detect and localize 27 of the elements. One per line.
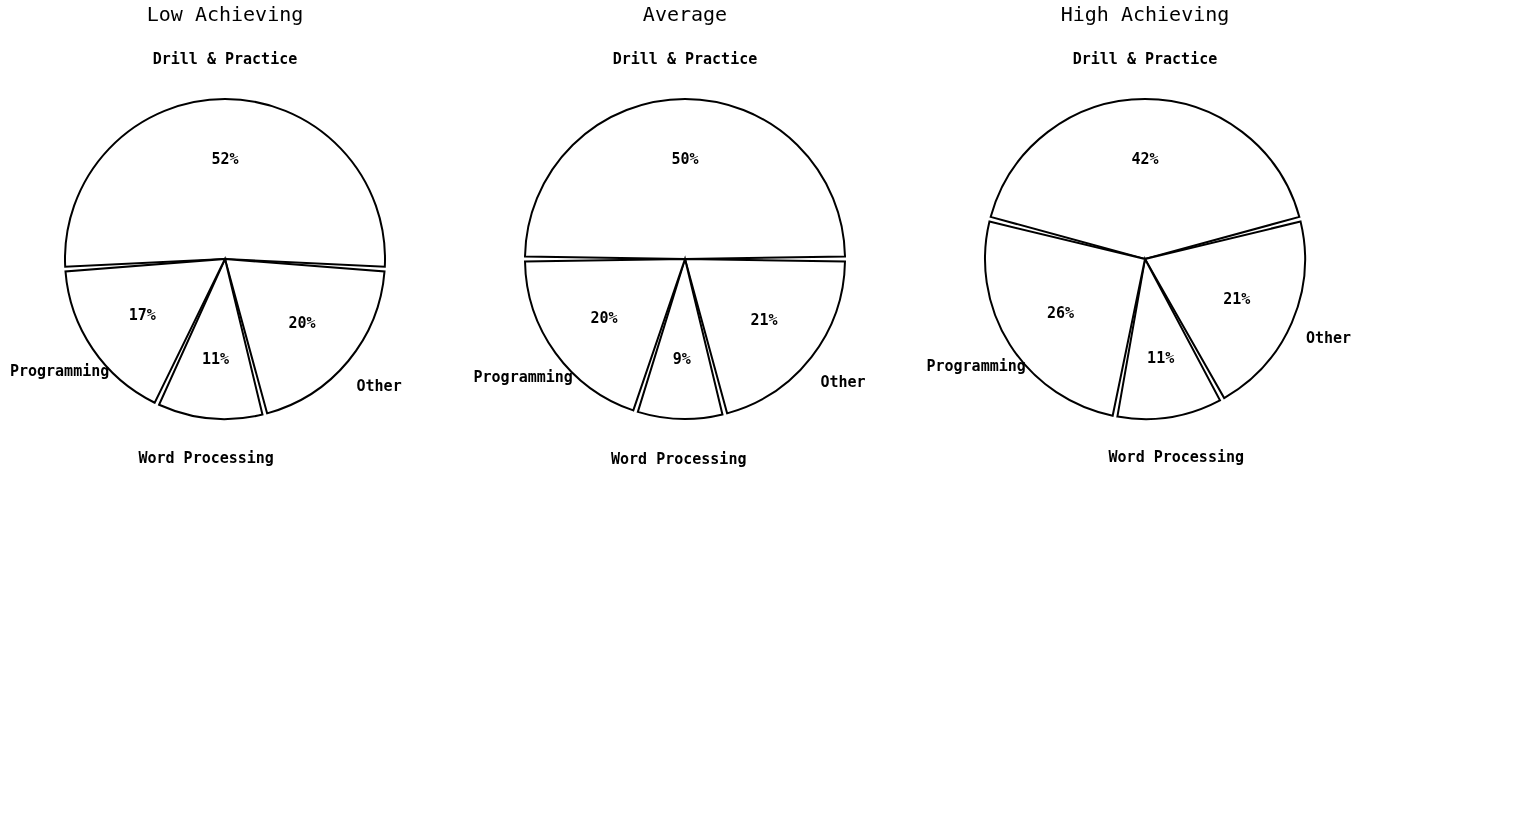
slice-label: Word Processing: [138, 449, 274, 468]
data-label: 26%: [1047, 303, 1075, 322]
data-label: 21%: [1223, 289, 1251, 308]
data-label: 52%: [211, 150, 239, 168]
data-label: 11%: [202, 349, 230, 368]
slice-label: Programming: [926, 357, 1026, 376]
chart-title: High Achieving: [1060, 2, 1230, 26]
data-label: 42%: [1131, 150, 1159, 168]
chart-title: Low Achieving: [146, 2, 304, 26]
slice-label: Programming: [473, 367, 573, 386]
slice-label: Other: [820, 372, 866, 391]
data-label: 9%: [672, 349, 691, 368]
slice-label: Other: [1305, 329, 1352, 348]
data-label: 20%: [288, 313, 316, 332]
slice-label: Drill & Practice: [152, 50, 298, 68]
slice-label: Programming: [9, 362, 110, 381]
chart-title: Average: [642, 2, 728, 26]
slice-label: Word Processing: [610, 449, 747, 468]
data-label: 20%: [590, 308, 618, 327]
data-label: 17%: [128, 306, 156, 325]
slice-label: Drill & Practice: [612, 50, 758, 68]
data-label: 50%: [671, 150, 699, 168]
slice-label: Other: [356, 377, 402, 396]
data-label: 11%: [1147, 348, 1175, 367]
data-label: 21%: [750, 311, 778, 330]
slice-label: Drill & Practice: [1072, 50, 1218, 68]
slice-label: Word Processing: [1108, 447, 1245, 466]
